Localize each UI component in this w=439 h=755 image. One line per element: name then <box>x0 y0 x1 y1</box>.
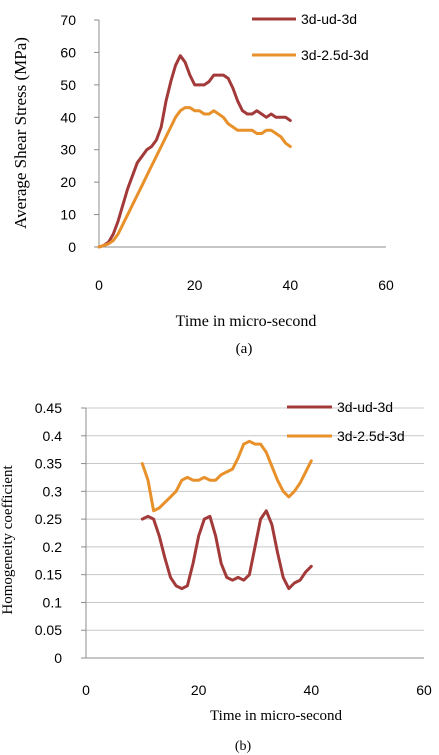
chart-b-x-tick-label-1: 20 <box>191 682 207 698</box>
chart-a-legend-label-1: 3d-ud-3d <box>301 11 357 27</box>
chart-b-y-tick-label-6: 0.3 <box>43 483 63 499</box>
chart-b-y-tick-label-4: 0.2 <box>43 539 63 555</box>
chart-a-y-tick-label-5: 50 <box>60 77 76 93</box>
chart-b-y-tick-label-2: 0.1 <box>43 594 63 610</box>
chart-a-y-tick-label-4: 40 <box>60 109 76 125</box>
chart-b-y-tick-label-8: 0.4 <box>43 428 63 444</box>
chart-b-y-tick-label-9: 0.45 <box>35 400 62 416</box>
chart-b-y-tick-label-1: 0.05 <box>35 622 62 638</box>
chart-a-ylabel: Average Shear Stress (MPa) <box>11 37 30 229</box>
chart-a-x-tick-label-2: 40 <box>283 277 299 293</box>
chart-a-y-tick-label-6: 60 <box>60 44 76 60</box>
chart-a-x-tick-label-0: 0 <box>95 277 103 293</box>
chart-b-y-tick-label-5: 0.25 <box>35 511 62 527</box>
chart-b-panel-label: (b) <box>235 739 252 754</box>
chart-b-x-tick-label-3: 60 <box>416 682 432 698</box>
chart-a-xlabel: Time in micro-second <box>176 313 317 330</box>
chart-b-legend-label-2: 3d-2.5d-3d <box>337 428 405 444</box>
chart-b-x-tick-label-0: 0 <box>82 682 90 698</box>
chart-b-series-line-1 <box>140 509 313 591</box>
chart-a-y-tick-label-0: 0 <box>68 239 76 255</box>
chart-b-legend-label-1: 3d-ud-3d <box>337 399 393 415</box>
chart-a-y-tick-label-1: 10 <box>60 207 76 223</box>
chart-a-y-tick-label-3: 30 <box>60 142 76 158</box>
chart-a-x-tick-label-1: 20 <box>187 277 203 293</box>
chart-b-ylabel: Homogeneity coefficient <box>0 465 16 615</box>
chart-panel-b: Homogeneity coefficient Time in micro-se… <box>0 399 432 754</box>
chart-a-y-tick-label-2: 20 <box>60 174 76 190</box>
chart-b-y-tick-label-0: 0 <box>54 650 62 666</box>
chart-b-xlabel: Time in micro-second <box>210 708 342 724</box>
chart-b-x-tick-label-2: 40 <box>304 682 320 698</box>
chart-a-panel-label: (a) <box>236 341 253 357</box>
chart-b-series-line-2 <box>140 439 313 513</box>
chart-a-series-line-1 <box>97 54 292 249</box>
chart-b-y-tick-label-3: 0.15 <box>35 567 62 583</box>
chart-a-x-tick-label-3: 60 <box>378 277 394 293</box>
chart-a-series-line-2 <box>97 106 292 249</box>
chart-a-legend-label-2: 3d-2.5d-3d <box>301 47 369 63</box>
chart-a-y-tick-label-7: 70 <box>60 12 76 28</box>
chart-b-y-tick-label-7: 0.35 <box>35 456 62 472</box>
chart-panel-a: Average Shear Stress (MPa) Time in micro… <box>11 11 394 357</box>
